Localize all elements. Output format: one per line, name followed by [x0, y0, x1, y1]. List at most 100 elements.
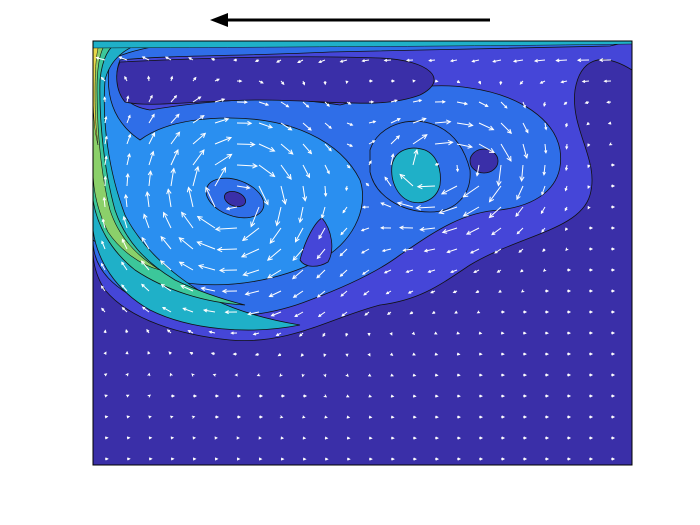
velocity-arrow-head [307, 149, 313, 155]
velocity-arrow-head [298, 217, 304, 224]
velocity-arrow-head [149, 457, 153, 461]
velocity-arrow-head [328, 125, 332, 129]
velocity-arrow [245, 290, 260, 295]
velocity-arrow [500, 143, 512, 162]
velocity-arrow-head [370, 100, 375, 104]
velocity-arrow-head [542, 268, 547, 272]
velocity-arrow-head [216, 78, 220, 82]
velocity-arrow [390, 154, 394, 166]
velocity-arrow-head [252, 332, 257, 336]
velocity-arrow [292, 269, 304, 279]
velocity-arrow [463, 206, 480, 217]
velocity-arrow [104, 136, 108, 145]
velocity-arrow [316, 248, 326, 259]
velocity-arrow-head [170, 167, 176, 174]
velocity-arrow-head [103, 96, 107, 100]
velocity-arrow [497, 164, 502, 186]
velocity-arrow-head [415, 205, 422, 211]
velocity-arrow [198, 265, 216, 271]
velocity-arrow-head [441, 100, 446, 104]
velocity-arrow-head [545, 373, 550, 377]
velocity-arrow-head [305, 173, 310, 179]
velocity-arrow-head [140, 260, 145, 265]
velocity-arrow [143, 214, 150, 229]
velocity-arrow-head [126, 95, 130, 99]
velocity-arrow-head [533, 58, 539, 63]
velocity-arrow-head [214, 457, 219, 461]
velocity-arrow-head [127, 133, 132, 138]
velocity-arrow-head [121, 284, 125, 288]
velocity-arrow-head [611, 310, 616, 314]
velocity-arrow-head [567, 268, 572, 272]
velocity-arrow [302, 143, 312, 154]
velocity-arrow-head [148, 436, 153, 440]
velocity-arrow-head [611, 394, 616, 398]
velocity-arrow-head [478, 81, 482, 85]
velocity-arrow-head [186, 186, 193, 193]
velocity-arrow-head [286, 174, 292, 180]
velocity-arrow-head [148, 415, 152, 419]
velocity-arrow-head [368, 415, 373, 419]
velocity-arrow-head [501, 310, 506, 314]
velocity-arrow-head [567, 436, 572, 440]
velocity-arrow [102, 219, 106, 229]
velocity-arrow-head [391, 457, 395, 461]
velocity-arrow-head [317, 313, 322, 318]
velocity-arrow [442, 227, 458, 233]
velocity-arrow-head [126, 415, 131, 419]
velocity-arrow-head [279, 373, 283, 377]
velocity-arrow-head [101, 218, 105, 223]
velocity-arrow-head [269, 171, 276, 178]
velocity-arrow [103, 197, 106, 208]
velocity-arrow-head [297, 60, 301, 64]
velocity-arrow-head [369, 79, 374, 83]
velocity-arrow-head [345, 373, 349, 378]
velocity-arrow [197, 216, 216, 229]
velocity-arrow [500, 101, 508, 109]
velocity-arrow-head [391, 79, 396, 83]
velocity-arrow-head [542, 248, 546, 252]
contour-level-4-right [391, 147, 441, 204]
velocity-arrow-head [555, 58, 560, 63]
velocity-arrow-head [418, 99, 423, 103]
velocity-arrow-head [565, 146, 569, 150]
velocity-arrow-head [118, 56, 122, 60]
velocity-arrow-head [324, 436, 329, 440]
velocity-arrow [417, 185, 436, 188]
velocity-arrow-head [434, 373, 439, 377]
velocity-arrow [141, 284, 150, 292]
velocity-arrow-head [182, 307, 187, 312]
velocity-arrow-head [199, 149, 205, 156]
velocity-arrow-head [363, 292, 367, 296]
velocity-arrow-head [587, 205, 591, 210]
velocity-arrow [412, 149, 418, 166]
velocity-arrow-head [291, 274, 297, 280]
velocity-arrow-head [412, 352, 416, 356]
velocity-arrow-head [523, 373, 528, 377]
velocity-arrow-head [269, 238, 275, 244]
velocity-arrow [420, 227, 436, 231]
velocity-arrow-head [565, 247, 569, 252]
velocity-arrow-head [523, 331, 527, 335]
velocity-arrow-head [302, 436, 307, 440]
velocity-arrow [340, 59, 348, 63]
velocity-arrow-head [390, 153, 395, 158]
velocity-arrow [478, 143, 495, 153]
velocity-arrow [316, 269, 326, 279]
velocity-arrow-head [191, 373, 195, 377]
velocity-arrow [447, 248, 458, 253]
velocity-arrow-head [519, 176, 525, 183]
velocity-arrow [295, 227, 304, 242]
velocity-arrow-head [125, 328, 129, 333]
velocity-arrow-head [216, 246, 223, 253]
velocity-arrow [271, 311, 282, 317]
velocity-arrow-head [260, 80, 264, 84]
velocity-arrow [317, 290, 326, 298]
velocity-arrow [302, 185, 306, 201]
velocity-arrow-head [300, 353, 304, 357]
velocity-arrow-head [396, 118, 401, 122]
velocity-arrow-head [280, 457, 285, 461]
velocity-arrow-head [147, 372, 151, 377]
velocity-arrow-head [193, 394, 198, 398]
velocity-arrow [197, 241, 216, 250]
